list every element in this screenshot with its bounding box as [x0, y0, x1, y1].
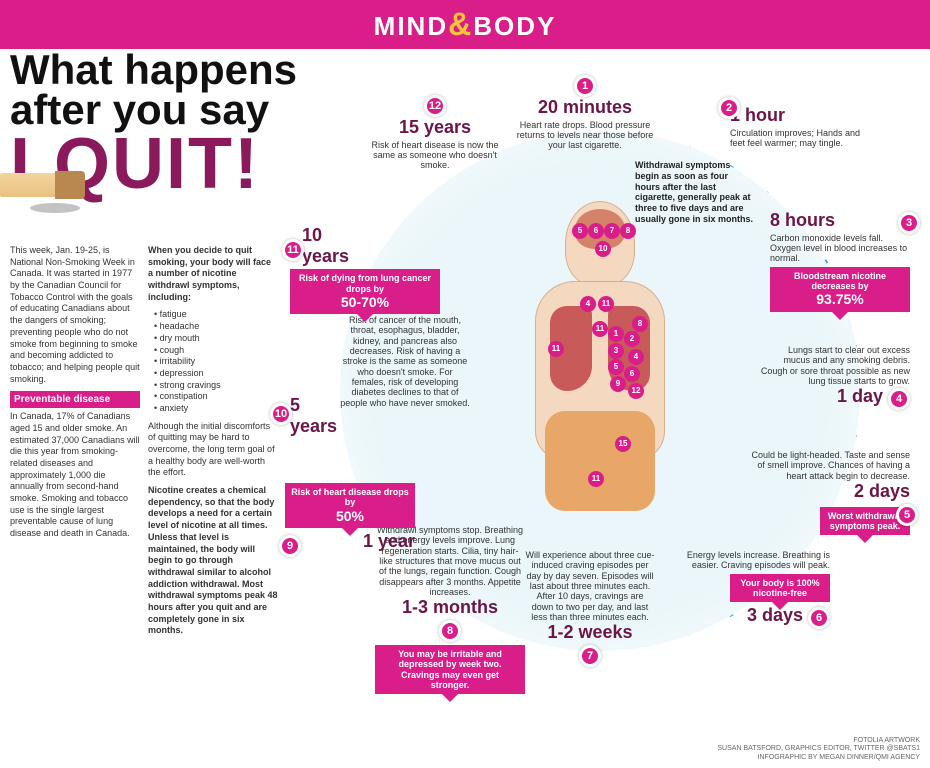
body-badge: 5 — [608, 359, 624, 375]
stage-arrow: Your body is 100% nicotine-free — [730, 574, 830, 603]
stage-4: Lungs start to clear out excess mucus an… — [760, 345, 910, 412]
stage-text: Lungs start to clear out excess mucus an… — [760, 345, 910, 386]
stage-title: 8 hours — [770, 210, 910, 231]
body-badge: 10 — [595, 241, 611, 257]
withdrawal-note: Withdrawal symptoms begin as soon as fou… — [635, 160, 755, 225]
symptoms-list: fatigue headache dry mouth cough irritab… — [148, 309, 278, 414]
symptom-item: irritability — [148, 356, 278, 368]
body-badge: 8 — [620, 223, 636, 239]
stage-2: 2 1 hour Circulation improves; Hands and… — [730, 105, 870, 148]
stage-badge: 3 — [898, 212, 920, 234]
stage-badge: 10 — [270, 403, 292, 425]
stage-11: 11 10years Risk of dying from lung cance… — [290, 225, 440, 317]
symptom-item: depression — [148, 368, 278, 380]
stage-text: Circulation improves; Hands and feet fee… — [730, 128, 870, 149]
body-badge: 6 — [624, 366, 640, 382]
stage-badge: 5 — [896, 504, 918, 526]
mid-intro: When you decide to quit smoking, your bo… — [148, 245, 278, 303]
stage-text: Risk of cancer of the mouth, throat, eso… — [340, 315, 470, 408]
stage-title: 2 days — [750, 481, 910, 502]
symptom-item: cough — [148, 345, 278, 357]
stage-title: 15 years — [365, 117, 505, 138]
stage-badge: 11 — [282, 239, 304, 261]
symptom-item: fatigue — [148, 309, 278, 321]
symptom-item: headache — [148, 321, 278, 333]
stage-text: Heart rate drops. Blood pressure returns… — [510, 120, 660, 151]
stage-title: 1 hour — [730, 105, 870, 126]
left-column: This week, Jan. 19-25, is National Non-S… — [10, 245, 140, 546]
left-p2: In Canada, 17% of Canadians aged 15 and … — [10, 411, 140, 540]
body-badge: 11 — [548, 341, 564, 357]
body-badge: 15 — [615, 436, 631, 452]
body-badge: 11 — [598, 296, 614, 312]
stage-badge: 7 — [579, 645, 601, 667]
stage-badge: 1 — [574, 75, 596, 97]
preventable-label: Preventable disease — [10, 391, 140, 408]
header-banner: MIND&BODY — [0, 0, 930, 49]
stage-10: 10 5years Risk of cancer of the mouth, t… — [270, 395, 470, 438]
body-badge: 9 — [610, 376, 626, 392]
body-badge: 3 — [608, 343, 624, 359]
stage-5: Could be light-headed. Taste and sense o… — [750, 450, 910, 538]
body-badge: 11 — [592, 321, 608, 337]
body-badge: 4 — [628, 349, 644, 365]
body-badge: 2 — [624, 331, 640, 347]
stage-arrow: Risk of dying from lung cancer drops by5… — [290, 269, 440, 314]
timeline-diagram: 5 6 7 8 10 4 11 11 1 2 3 4 5 6 9 12 8 11… — [280, 55, 920, 755]
stage-title: 1-3 months — [375, 597, 525, 618]
mid-p2: Although the initial discomforts of quit… — [148, 421, 278, 479]
cigarette-icon — [0, 165, 95, 205]
stage-7: Will experience about three cue-induced … — [525, 550, 655, 667]
symptom-item: dry mouth — [148, 333, 278, 345]
stage-text: Carbon monoxide levels fall. Oxygen leve… — [770, 233, 910, 264]
symptom-item: constipation — [148, 391, 278, 403]
stage-3: 8 hours 3 Carbon monoxide levels fall. O… — [770, 210, 910, 315]
stage-title: 1-2 weeks — [525, 622, 655, 643]
body-badge: 6 — [588, 223, 604, 239]
stage-6: Energy levels increase. Breathing is eas… — [660, 550, 830, 631]
body-badge: 1 — [608, 326, 624, 342]
stage-text: Risk of heart disease is now the same as… — [365, 140, 505, 171]
banner-prefix: MIND — [374, 11, 448, 41]
body-badge: 5 — [572, 223, 588, 239]
body-badge: 11 — [588, 471, 604, 487]
stage-badge: 12 — [424, 95, 446, 117]
stage-arrow: You may be irritable and depressed by we… — [375, 645, 525, 694]
stage-text: Could be light-headed. Taste and sense o… — [750, 450, 910, 481]
intestine-shape — [545, 411, 655, 511]
stage-arrow: Bloodstream nicotine decreases by93.75% — [770, 267, 910, 312]
credits: FOTOLIA ARTWORK SUSAN BATSFORD, GRAPHICS… — [717, 737, 920, 762]
stage-badge: 2 — [718, 97, 740, 119]
stage-title: 10years — [302, 225, 440, 266]
symptom-item: anxiety — [148, 403, 278, 415]
stage-title: 3 days 6 — [660, 605, 830, 629]
symptom-item: strong cravings — [148, 380, 278, 392]
stage-badge: 8 — [439, 620, 461, 642]
human-body-figure: 5 6 7 8 10 4 11 11 1 2 3 4 5 6 9 12 8 11… — [500, 201, 700, 581]
body-badge: 12 — [628, 383, 644, 399]
stage-9: Risk of heart disease drops by50% 9 1 ye… — [285, 480, 415, 553]
banner-suffix: BODY — [473, 11, 556, 41]
stage-badge: 9 — [279, 535, 301, 557]
banner-amp: & — [448, 6, 473, 42]
stage-text: Energy levels increase. Breathing is eas… — [660, 550, 830, 571]
mid-p3: Nicotine creates a chemical dependency, … — [148, 485, 278, 637]
stage-12: 12 15 years Risk of heart disease is now… — [365, 95, 505, 171]
body-badge: 4 — [580, 296, 596, 312]
body-badge: 7 — [604, 223, 620, 239]
left-p1: This week, Jan. 19-25, is National Non-S… — [10, 245, 140, 385]
stage-title: 1 day 4 — [760, 386, 910, 410]
mid-column: When you decide to quit smoking, your bo… — [148, 245, 278, 643]
stage-arrow: Risk of heart disease drops by50% — [285, 483, 415, 528]
stage-text: Will experience about three cue-induced … — [525, 550, 655, 622]
body-badge: 8 — [632, 316, 648, 332]
stage-title: 20 minutes — [510, 97, 660, 118]
stage-1: 1 20 minutes Heart rate drops. Blood pre… — [510, 75, 660, 151]
